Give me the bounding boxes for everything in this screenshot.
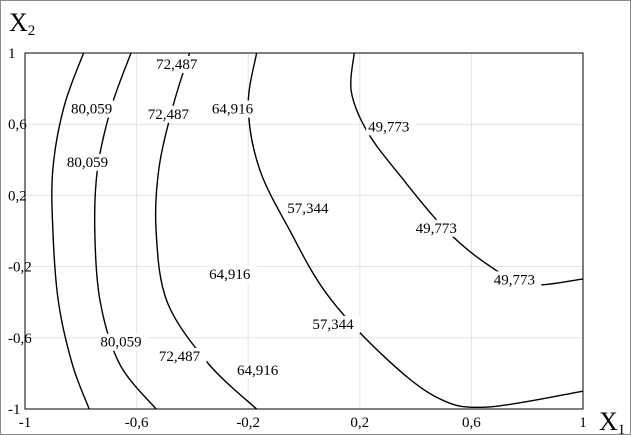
contour-label: 64,916	[209, 267, 251, 283]
x-tick-label: 0,6	[462, 415, 481, 431]
y-tick-labels: 1 0,6 0,2 -0,2 -0,6 -1	[8, 46, 32, 418]
contour-line-1	[51, 52, 90, 410]
contour-label: 72,487	[156, 57, 198, 73]
y-tick-label: -0,2	[8, 260, 32, 276]
contour-label-background	[207, 266, 257, 284]
y-tick-label: -1	[8, 402, 21, 418]
contour-label-background	[285, 200, 335, 218]
contour-label: 80,059	[71, 102, 112, 118]
contour-label: 49,773	[368, 119, 409, 135]
contour-label-background	[154, 56, 204, 74]
contour-label: 64,916	[212, 102, 254, 118]
contour-label-background	[310, 315, 360, 333]
y-tick-label: -0,6	[8, 331, 32, 347]
contour-label: 57,344	[312, 317, 354, 333]
contour-lines	[51, 52, 584, 410]
contour-label-background	[69, 100, 119, 118]
contour-label-background	[491, 271, 542, 289]
y-axis-title: X2	[9, 8, 35, 39]
contour-label: 80,059	[67, 155, 108, 171]
y-tick-label: 0,2	[8, 188, 27, 204]
contour-label: 72,487	[148, 107, 190, 123]
contour-label: 64,916	[237, 363, 279, 379]
x-tick-label: 1	[579, 415, 587, 431]
y-tick-label: 1	[8, 46, 16, 62]
contour-line-4	[247, 52, 584, 409]
contour-label-background	[98, 333, 148, 351]
y-axis-subscript: 2	[28, 23, 36, 39]
plot-area-border	[24, 52, 584, 410]
x-axis-name: X	[599, 407, 618, 434]
x-tick-label: -0,2	[236, 415, 260, 431]
contour-label: 57,344	[287, 201, 329, 217]
x-tick-label: 0,2	[350, 415, 369, 431]
contour-labels: 80,059 80,059 80,059 72,487 72,487 72,487 64,9…	[64, 56, 542, 380]
y-tick-label: 0,6	[8, 117, 27, 133]
contour-label-background	[366, 118, 416, 136]
contour-label-background	[145, 105, 196, 123]
contour-label: 49,773	[494, 272, 535, 288]
x-tick-label: -1	[19, 415, 32, 431]
contour-line-5	[350, 52, 584, 286]
contour-label-background	[156, 347, 207, 365]
contour-label-background	[413, 219, 464, 237]
contour-label-background	[235, 362, 285, 380]
contour-label-background	[64, 153, 115, 171]
contour-label: 72,487	[159, 349, 201, 365]
contour-label-background	[209, 100, 260, 118]
x-tick-label: -0,6	[125, 415, 149, 431]
contour-label: 49,773	[416, 221, 457, 237]
x-axis-title: X1	[599, 407, 625, 434]
y-axis-name: X	[9, 8, 28, 37]
contour-label: 80,059	[100, 335, 141, 351]
x-axis-subscript: 1	[618, 422, 626, 434]
x-tick-labels: -1 -0,6 -0,2 0,2 0,6 1	[19, 415, 587, 431]
